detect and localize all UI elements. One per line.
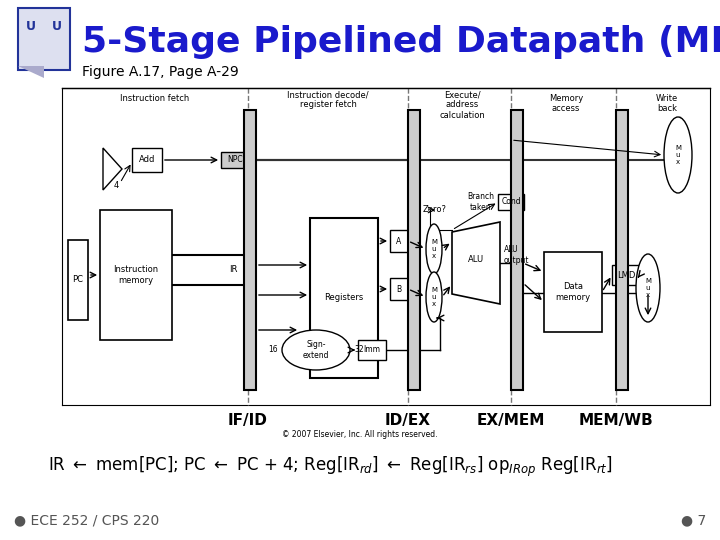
Text: ALU: ALU [468, 254, 484, 264]
Ellipse shape [664, 117, 692, 193]
Text: Branch
taken: Branch taken [467, 192, 495, 212]
Polygon shape [408, 110, 420, 390]
Polygon shape [100, 210, 172, 340]
Text: IR: IR [229, 266, 237, 274]
Polygon shape [132, 148, 162, 172]
Text: B: B [397, 285, 402, 294]
Text: Instruction decode/
register fetch: Instruction decode/ register fetch [287, 90, 369, 110]
Text: 32: 32 [354, 346, 364, 354]
Text: Data
memory: Data memory [555, 282, 590, 302]
Text: Registers: Registers [325, 294, 364, 302]
Text: 5-Stage Pipelined Datapath (MIPS): 5-Stage Pipelined Datapath (MIPS) [82, 25, 720, 59]
Text: Memory
access: Memory access [549, 94, 583, 113]
Text: ● 7: ● 7 [680, 513, 706, 527]
Polygon shape [452, 222, 500, 304]
Text: Zero?: Zero? [423, 206, 447, 214]
Text: ● ECE 252 / CPS 220: ● ECE 252 / CPS 220 [14, 513, 159, 527]
Polygon shape [390, 230, 408, 252]
Polygon shape [68, 240, 88, 320]
Text: EX/MEM: EX/MEM [477, 413, 545, 428]
Text: Write
back: Write back [656, 94, 678, 113]
Polygon shape [18, 66, 44, 78]
Text: IR $\leftarrow$ mem[PC]; PC $\leftarrow$ PC + 4; Reg[IR$_{rd}$] $\leftarrow$ Reg: IR $\leftarrow$ mem[PC]; PC $\leftarrow$… [48, 455, 613, 479]
Text: ID/EX: ID/EX [385, 413, 431, 428]
Text: M
u
x: M u x [675, 145, 681, 165]
Polygon shape [310, 218, 378, 378]
Text: A: A [397, 237, 402, 246]
Text: Execute/
address
calculation: Execute/ address calculation [439, 90, 485, 120]
Text: Cond: Cond [501, 198, 521, 206]
Text: MEM/WB: MEM/WB [579, 413, 653, 428]
Text: U: U [26, 21, 36, 33]
Text: M
u
x: M u x [431, 287, 437, 307]
Text: © 2007 Elsevier, Inc. All rights reserved.: © 2007 Elsevier, Inc. All rights reserve… [282, 430, 438, 439]
Polygon shape [616, 110, 628, 390]
Text: 16: 16 [269, 346, 278, 354]
Ellipse shape [426, 272, 442, 322]
Text: Imm: Imm [364, 346, 380, 354]
Text: IF/ID: IF/ID [228, 413, 268, 428]
Text: LMD: LMD [617, 271, 635, 280]
Polygon shape [544, 252, 602, 332]
Text: M
u
x: M u x [431, 239, 437, 259]
Text: PC: PC [73, 275, 84, 285]
Polygon shape [221, 152, 249, 168]
Ellipse shape [282, 330, 350, 370]
Text: Add: Add [139, 156, 156, 165]
Polygon shape [511, 110, 523, 390]
Text: Figure A.17, Page A-29: Figure A.17, Page A-29 [82, 65, 239, 79]
Polygon shape [358, 340, 386, 360]
Text: NPC: NPC [228, 156, 243, 165]
Text: Instruction fetch: Instruction fetch [120, 94, 189, 103]
Polygon shape [18, 8, 70, 70]
Polygon shape [612, 265, 640, 285]
Polygon shape [498, 194, 524, 210]
Ellipse shape [426, 224, 442, 274]
Polygon shape [244, 110, 256, 390]
Text: U: U [52, 21, 62, 33]
Text: ALU
output: ALU output [504, 245, 529, 265]
Text: Sign-
extend: Sign- extend [302, 340, 329, 360]
Ellipse shape [636, 254, 660, 322]
Text: M
u
x: M u x [645, 278, 651, 298]
Polygon shape [103, 148, 122, 190]
Text: Instruction
memory: Instruction memory [114, 265, 158, 285]
Text: 4: 4 [113, 181, 119, 191]
Polygon shape [390, 278, 408, 300]
